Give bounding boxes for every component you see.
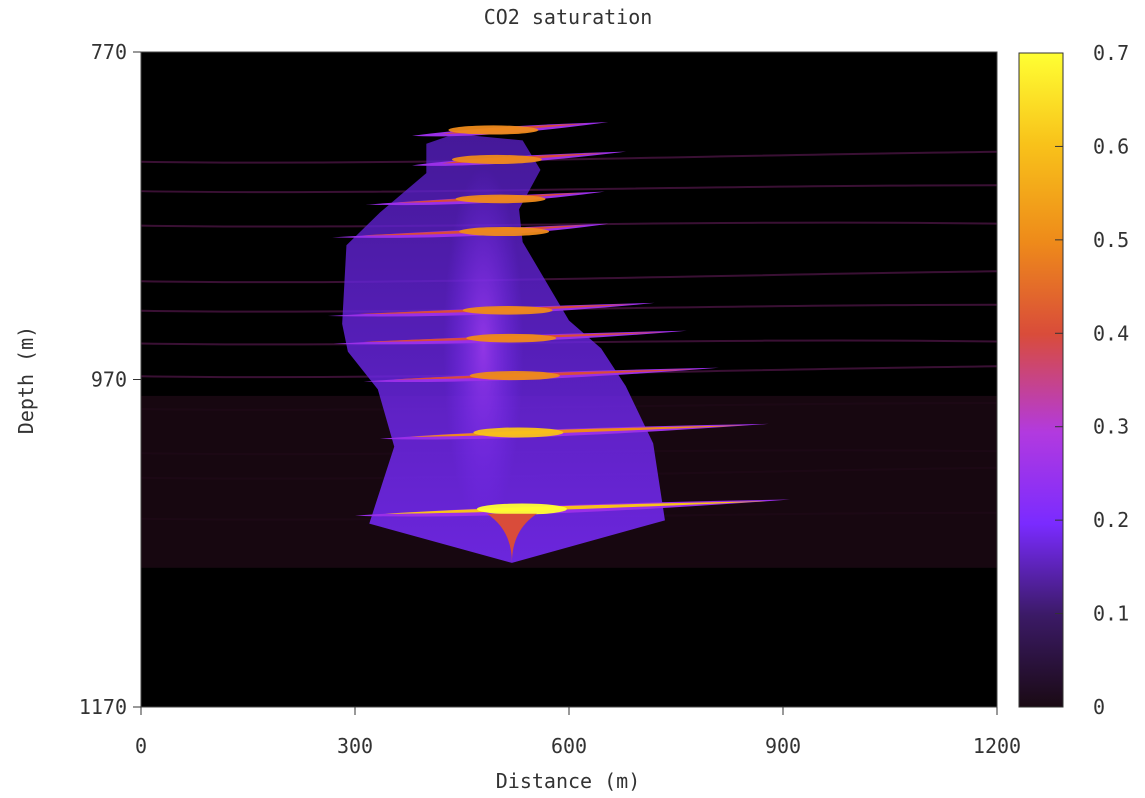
colorbar-gradient bbox=[1018, 52, 1064, 708]
x-axis: 0 300 600 900 1200 bbox=[135, 707, 1021, 758]
co2-plume bbox=[327, 122, 791, 563]
colorbar-ticks: 0 0.1 0.2 0.3 0.4 0.5 0.6 0.7 bbox=[1055, 41, 1129, 719]
x-tick-label: 300 bbox=[337, 734, 373, 758]
colorbar-tick-label: 0 bbox=[1093, 695, 1105, 719]
x-tick-label: 0 bbox=[135, 734, 147, 758]
x-axis-label: Distance (m) bbox=[496, 769, 641, 793]
plume-hotspot bbox=[451, 154, 542, 164]
injection-bulb bbox=[486, 513, 537, 563]
plume-hotspot bbox=[469, 371, 560, 381]
plume-hotspot bbox=[455, 194, 546, 204]
x-tick-label: 1200 bbox=[973, 734, 1021, 758]
plume-hotspot bbox=[462, 306, 553, 315]
plume-hotspot bbox=[448, 125, 539, 135]
plume-hotspot bbox=[466, 333, 557, 343]
colorbar-tick-label: 0.3 bbox=[1093, 415, 1129, 439]
colorbar: 0 0.1 0.2 0.3 0.4 0.5 0.6 0.7 bbox=[1018, 41, 1129, 719]
colorbar-tick-label: 0.4 bbox=[1093, 321, 1129, 345]
x-tick-label: 900 bbox=[765, 734, 801, 758]
plume-stem bbox=[443, 166, 524, 527]
plume-hotspot bbox=[476, 503, 567, 515]
y-tick-label: 1170 bbox=[79, 695, 127, 719]
stratigraphic-layer-line bbox=[140, 270, 998, 284]
stratigraphic-layer-line bbox=[140, 184, 998, 194]
colorbar-tick-label: 0.2 bbox=[1093, 508, 1129, 532]
y-tick-label: 770 bbox=[91, 40, 127, 64]
plume-hotspot bbox=[459, 226, 550, 237]
y-axis: 770 970 1170 bbox=[79, 40, 141, 719]
plot-area bbox=[140, 51, 998, 708]
stratigraphic-layer-line bbox=[140, 221, 998, 228]
colorbar-tick-label: 0.6 bbox=[1093, 134, 1129, 158]
x-tick-label: 600 bbox=[551, 734, 587, 758]
chart-title: CO2 saturation bbox=[484, 5, 653, 29]
y-tick-label: 970 bbox=[91, 368, 127, 392]
colorbar-tick-label: 0.1 bbox=[1093, 602, 1129, 626]
colorbar-tick-label: 0.7 bbox=[1093, 41, 1129, 65]
colorbar-tick-label: 0.5 bbox=[1093, 228, 1129, 252]
y-axis-label: Depth (m) bbox=[14, 326, 38, 434]
plume-hotspot bbox=[473, 427, 564, 438]
